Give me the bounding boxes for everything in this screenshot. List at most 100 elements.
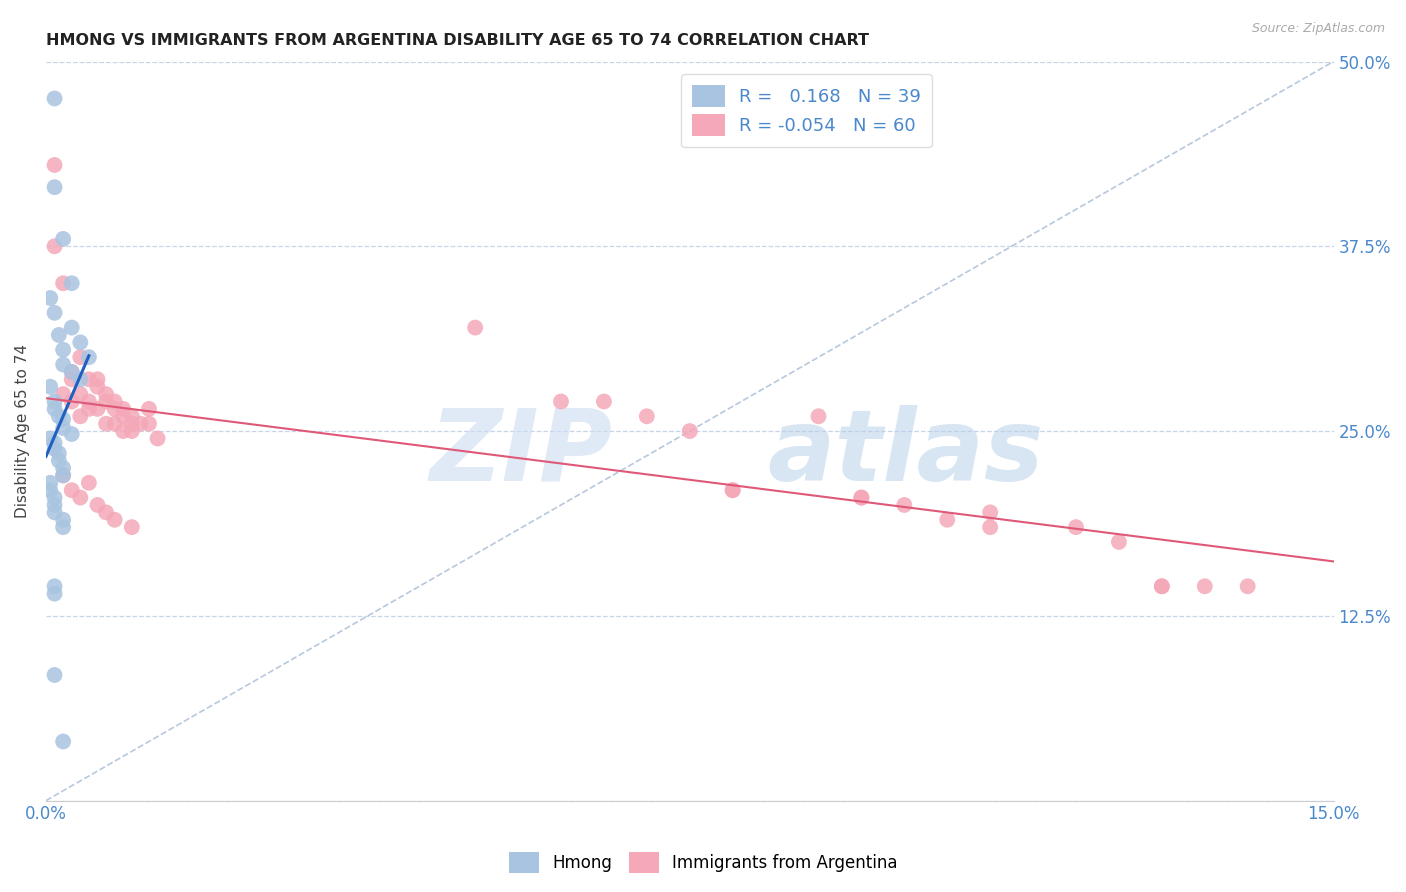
- Point: [104, 513, 127, 527]
- Point: [52, 358, 75, 372]
- Point: [52, 343, 75, 357]
- Point: [936, 513, 959, 527]
- Point: [60, 483, 83, 498]
- Point: [593, 394, 616, 409]
- Point: [52, 468, 75, 483]
- Point: [44, 587, 66, 601]
- Point: [69, 387, 91, 401]
- Point: [807, 409, 830, 424]
- Point: [851, 491, 873, 505]
- Point: [44, 394, 66, 409]
- Point: [39, 291, 62, 305]
- Point: [52, 232, 75, 246]
- Point: [44, 306, 66, 320]
- Point: [86, 380, 108, 394]
- Point: [146, 432, 169, 446]
- Legend: Hmong, Immigrants from Argentina: Hmong, Immigrants from Argentina: [502, 846, 904, 880]
- Point: [86, 498, 108, 512]
- Point: [77, 350, 100, 364]
- Point: [48, 409, 70, 424]
- Point: [94, 394, 117, 409]
- Point: [52, 468, 75, 483]
- Point: [52, 421, 75, 435]
- Point: [893, 498, 915, 512]
- Text: HMONG VS IMMIGRANTS FROM ARGENTINA DISABILITY AGE 65 TO 74 CORRELATION CHART: HMONG VS IMMIGRANTS FROM ARGENTINA DISAB…: [46, 33, 869, 48]
- Point: [69, 350, 91, 364]
- Point: [69, 372, 91, 386]
- Point: [44, 505, 66, 519]
- Legend: R =   0.168   N = 39, R = -0.054   N = 60: R = 0.168 N = 39, R = -0.054 N = 60: [682, 74, 932, 147]
- Y-axis label: Disability Age 65 to 74: Disability Age 65 to 74: [15, 344, 30, 518]
- Point: [979, 505, 1001, 519]
- Point: [138, 417, 160, 431]
- Point: [48, 328, 70, 343]
- Point: [104, 394, 127, 409]
- Point: [94, 417, 117, 431]
- Point: [77, 372, 100, 386]
- Point: [52, 520, 75, 534]
- Point: [60, 372, 83, 386]
- Point: [44, 668, 66, 682]
- Point: [39, 432, 62, 446]
- Point: [1194, 579, 1216, 593]
- Point: [1150, 579, 1173, 593]
- Point: [851, 491, 873, 505]
- Point: [721, 483, 744, 498]
- Point: [138, 401, 160, 416]
- Point: [52, 277, 75, 291]
- Point: [679, 424, 702, 438]
- Point: [550, 394, 572, 409]
- Point: [979, 520, 1001, 534]
- Point: [44, 91, 66, 105]
- Point: [44, 158, 66, 172]
- Point: [52, 412, 75, 426]
- Point: [44, 579, 66, 593]
- Point: [112, 424, 135, 438]
- Point: [60, 427, 83, 442]
- Point: [60, 277, 83, 291]
- Point: [52, 734, 75, 748]
- Point: [39, 380, 62, 394]
- Point: [1108, 535, 1130, 549]
- Point: [60, 394, 83, 409]
- Point: [69, 335, 91, 350]
- Text: ZIP: ZIP: [429, 405, 613, 501]
- Point: [44, 491, 66, 505]
- Point: [86, 401, 108, 416]
- Point: [1064, 520, 1087, 534]
- Point: [636, 409, 658, 424]
- Point: [721, 483, 744, 498]
- Point: [1236, 579, 1258, 593]
- Point: [94, 387, 117, 401]
- Point: [48, 453, 70, 467]
- Text: Source: ZipAtlas.com: Source: ZipAtlas.com: [1251, 22, 1385, 36]
- Point: [77, 475, 100, 490]
- Point: [69, 409, 91, 424]
- Point: [39, 483, 62, 498]
- Point: [48, 446, 70, 460]
- Point: [60, 365, 83, 379]
- Point: [69, 491, 91, 505]
- Point: [52, 461, 75, 475]
- Point: [86, 372, 108, 386]
- Point: [104, 417, 127, 431]
- Point: [44, 498, 66, 512]
- Point: [77, 394, 100, 409]
- Point: [112, 409, 135, 424]
- Point: [94, 505, 117, 519]
- Text: atlas: atlas: [768, 405, 1043, 501]
- Point: [60, 320, 83, 334]
- Point: [121, 424, 143, 438]
- Point: [121, 409, 143, 424]
- Point: [44, 442, 66, 456]
- Point: [112, 401, 135, 416]
- Point: [44, 239, 66, 253]
- Point: [60, 365, 83, 379]
- Point: [44, 436, 66, 450]
- Point: [464, 320, 486, 334]
- Point: [104, 401, 127, 416]
- Point: [129, 417, 152, 431]
- Point: [77, 401, 100, 416]
- Point: [1150, 579, 1173, 593]
- Point: [44, 401, 66, 416]
